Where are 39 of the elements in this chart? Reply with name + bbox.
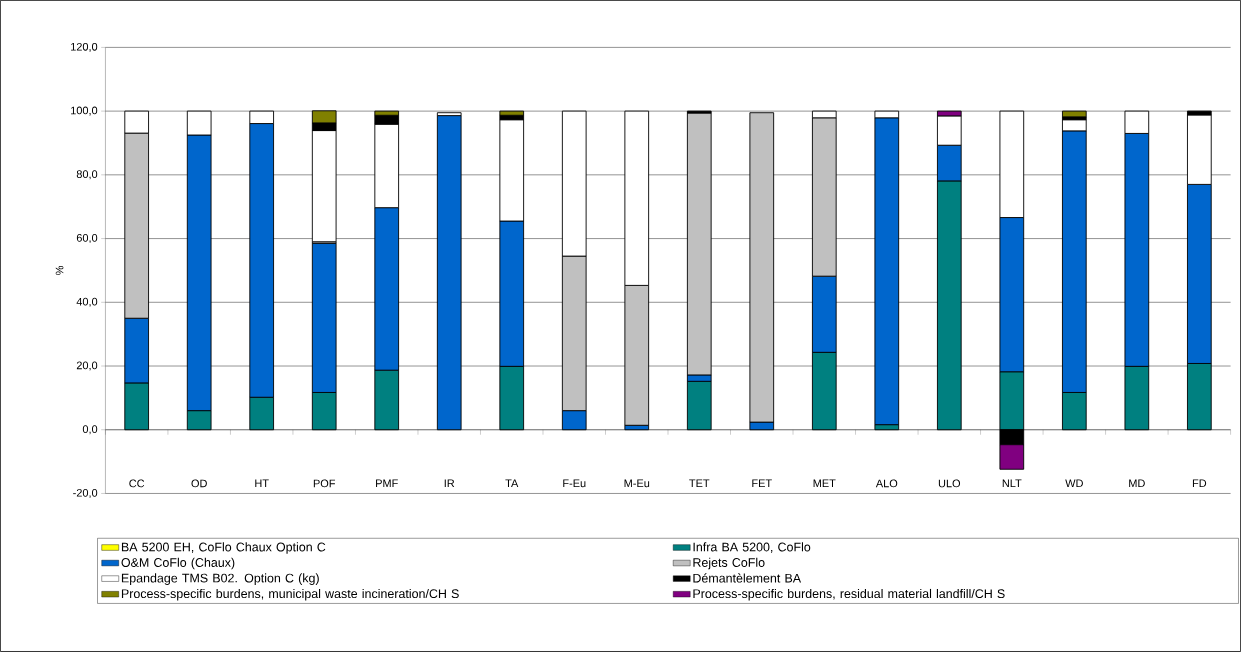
x-tick-label: FD	[1192, 479, 1207, 488]
bar	[686, 380, 712, 431]
x-tick-label: F-Eu	[563, 479, 586, 488]
legend-label: Epandage TMS B02. Option C (kg)	[121, 573, 319, 585]
x-tick-label: MET	[813, 479, 836, 488]
legend-label: BA 5200 EH, CoFlo Chaux Option C	[121, 542, 326, 554]
legend-label: Process-specific burdens, municipal waste incineration/CH S	[121, 588, 459, 601]
x-tick-label: ALO	[875, 479, 898, 488]
x-tick-label: OD	[191, 479, 207, 488]
x-tick-label: FET	[752, 479, 772, 488]
legend-label: Infra BA 5200, CoFlo	[693, 542, 811, 553]
y-tick-label: 20,0	[76, 361, 98, 371]
y-tick-label: 60,0	[76, 234, 98, 244]
y-tick-label: -20,0	[73, 489, 98, 499]
legend-label: Démantèlement BA	[693, 573, 802, 583]
legend-label: O&M CoFlo (Chaux)	[121, 557, 235, 570]
y-tick-label: 120,0	[71, 42, 98, 52]
x-tick-label: WD	[1065, 479, 1083, 488]
y-tick-label: 0,0	[82, 425, 98, 435]
y-tick-label: 80,0	[76, 170, 98, 180]
x-tick-label: TA	[505, 479, 519, 488]
x-tick-label: PMF	[376, 479, 398, 488]
bar	[499, 110, 525, 116]
y-tick-label: 40,0	[76, 297, 98, 307]
x-tick-label: ULO	[938, 479, 961, 488]
bar	[1062, 110, 1087, 118]
x-tick-label: IR	[444, 479, 455, 488]
x-tick-label: CC	[129, 479, 145, 488]
x-tick-label: M-Eu	[624, 479, 650, 488]
legend-label: Process-specific burdens, residual material landfill/CH S	[693, 588, 1005, 601]
x-tick-label: NLT	[1002, 479, 1022, 488]
y-tick-label: 100,0	[71, 106, 98, 116]
x-tick-label: MD	[1129, 479, 1145, 488]
x-tick-label: TET	[689, 479, 710, 488]
bar	[436, 115, 462, 431]
y-axis-title: %	[55, 266, 64, 275]
x-tick-label: HT	[255, 479, 269, 488]
legend-label: Rejets CoFlo	[693, 557, 765, 570]
x-tick-label: POF	[313, 479, 336, 488]
